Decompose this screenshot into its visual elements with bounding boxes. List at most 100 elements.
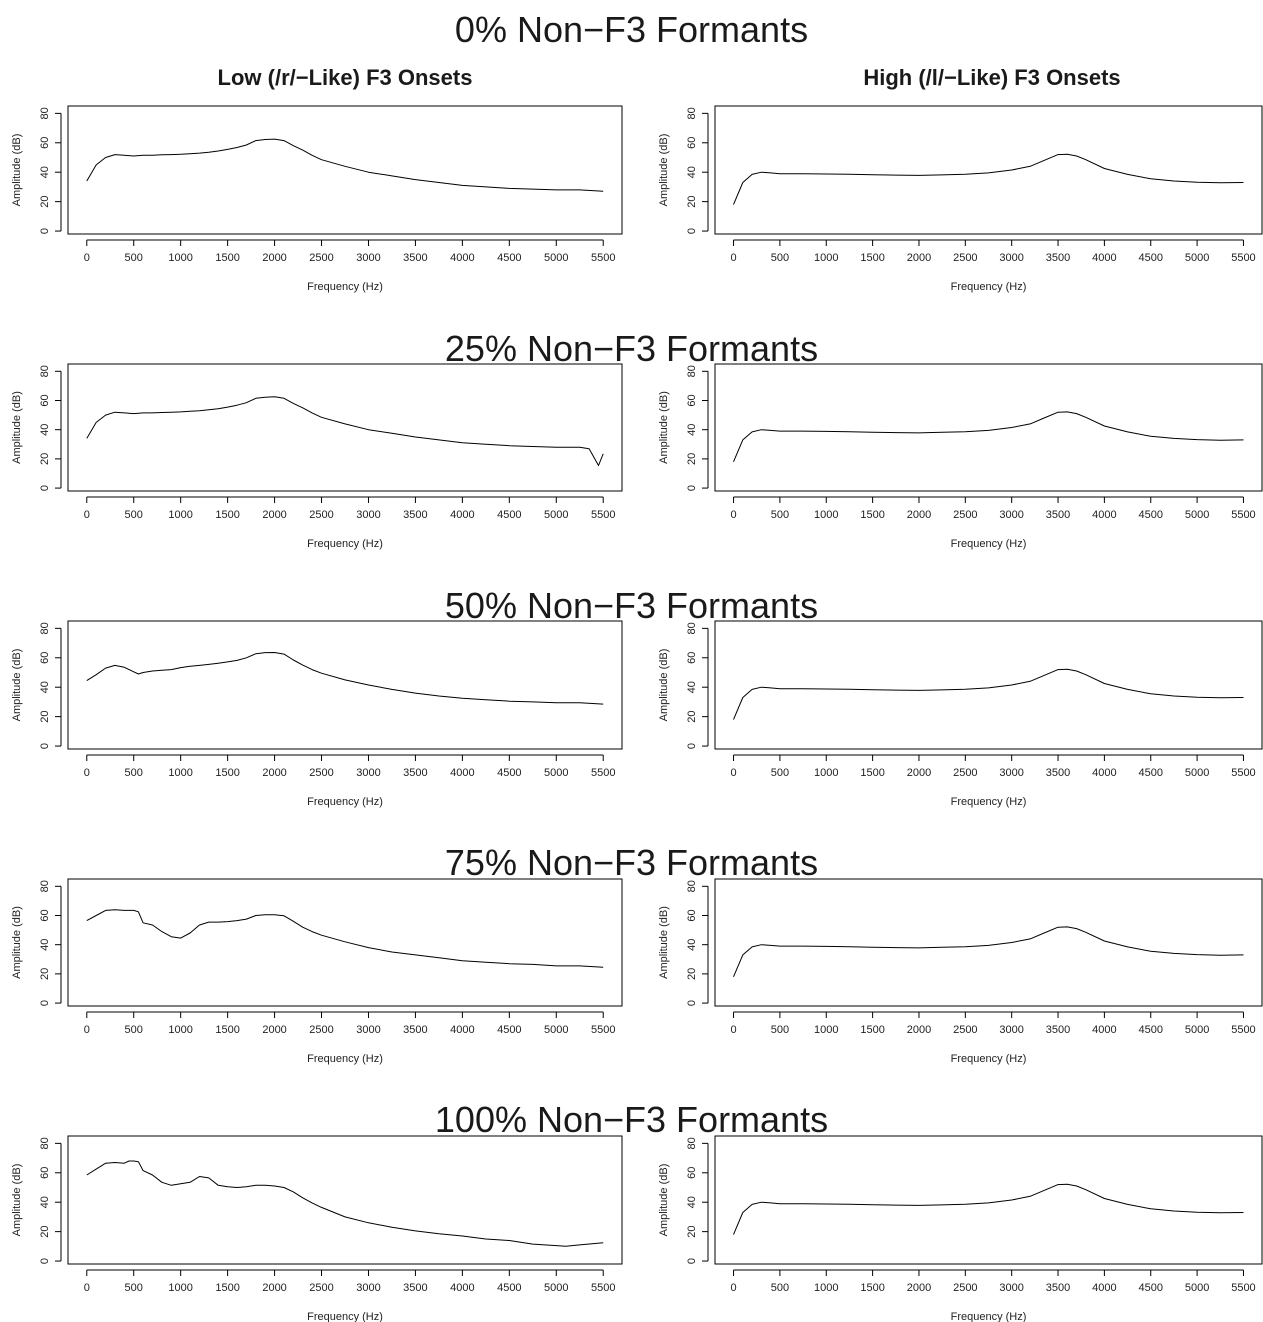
y-tick-label: 40 [686, 424, 698, 436]
row-title-100-percent: 100% Non−F3 Formants [434, 1099, 829, 1140]
y-tick-label: 20 [39, 968, 51, 980]
spectrum-line [733, 153, 1244, 205]
y-tick-label: 60 [39, 909, 51, 921]
y-axis-label: Amplitude (dB) [11, 906, 23, 979]
x-tick-label: 1000 [168, 767, 192, 779]
x-tick-label: 4000 [450, 252, 474, 264]
panel-6: 0 20 40 60 80 Amplitude (dB) 0 500 1000 1500 2000 2… [11, 878, 623, 1065]
y-tick-label: 40 [686, 1196, 698, 1208]
x-tick-label: 4500 [1139, 252, 1163, 264]
y-axis-label: Amplitude (dB) [658, 649, 670, 722]
x-tick-label: 5500 [591, 1024, 615, 1036]
plot-frame [714, 878, 1263, 1007]
panel-2: 0 20 40 60 80 Amplitude (dB) 0 500 1000 1500 2000 2… [11, 363, 623, 550]
x-tick-label: 1500 [860, 767, 884, 779]
x-tick-label: 5000 [544, 767, 568, 779]
y-axis-label: Amplitude (dB) [658, 391, 670, 464]
x-tick-label: 0 [84, 509, 90, 521]
x-tick-label: 0 [730, 767, 736, 779]
x-tick-label: 1000 [168, 252, 192, 264]
x-tick-label: 3000 [999, 767, 1023, 779]
y-tick-label: 0 [686, 485, 698, 491]
plot-frame [714, 1135, 1263, 1265]
y-tick-label: 0 [39, 1258, 51, 1264]
x-axis-label: Frequency (Hz) [951, 281, 1027, 293]
x-axis-label: Frequency (Hz) [951, 796, 1027, 808]
x-tick-label: 2500 [309, 1024, 333, 1036]
plot-frame [714, 620, 1263, 750]
x-tick-label: 3000 [999, 1282, 1023, 1294]
x-axis-label: Frequency (Hz) [951, 1053, 1027, 1065]
spectrum-line [733, 1183, 1244, 1235]
x-tick-label: 5000 [1185, 767, 1209, 779]
spectrum-line [733, 668, 1244, 720]
y-tick-label: 20 [686, 1226, 698, 1238]
x-tick-label: 5000 [544, 1024, 568, 1036]
x-tick-label: 4500 [497, 252, 521, 264]
y-tick-label: 40 [686, 681, 698, 693]
x-tick-label: 4000 [450, 1282, 474, 1294]
x-tick-label: 5000 [544, 1282, 568, 1294]
x-tick-label: 2500 [953, 509, 977, 521]
row-title-50-percent: 50% Non−F3 Formants [444, 585, 819, 626]
x-tick-label: 3500 [1046, 252, 1070, 264]
x-tick-label: 3500 [403, 767, 427, 779]
x-tick-label: 2500 [309, 509, 333, 521]
x-tick-label: 5500 [1231, 1024, 1255, 1036]
x-tick-label: 2000 [262, 252, 286, 264]
spectrum-line [86, 1160, 604, 1247]
x-tick-label: 5500 [1231, 767, 1255, 779]
y-tick-label: 40 [39, 1196, 51, 1208]
row-title-0-percent: 0% Non−F3 Formants [454, 9, 809, 50]
y-tick-label: 0 [39, 743, 51, 749]
x-tick-label: 0 [84, 767, 90, 779]
x-tick-label: 0 [84, 1024, 90, 1036]
x-tick-label: 2000 [907, 1282, 931, 1294]
x-tick-label: 1500 [860, 252, 884, 264]
x-tick-label: 3000 [356, 1282, 380, 1294]
x-tick-label: 1500 [860, 509, 884, 521]
x-tick-label: 500 [125, 767, 143, 779]
x-tick-label: 500 [771, 1024, 789, 1036]
x-tick-label: 3500 [1046, 509, 1070, 521]
x-tick-label: 5500 [591, 767, 615, 779]
plot-frame [714, 363, 1263, 492]
x-axis-label: Frequency (Hz) [951, 538, 1027, 550]
y-tick-label: 60 [686, 394, 698, 406]
x-tick-label: 2000 [262, 1282, 286, 1294]
x-tick-label: 1500 [215, 1282, 239, 1294]
x-tick-label: 3500 [1046, 767, 1070, 779]
x-tick-label: 500 [125, 509, 143, 521]
x-tick-label: 1000 [814, 1024, 838, 1036]
x-tick-label: 500 [125, 1024, 143, 1036]
spectrum-line [733, 926, 1244, 977]
y-tick-label: 40 [39, 681, 51, 693]
x-tick-label: 0 [730, 252, 736, 264]
x-tick-label: 2000 [262, 1024, 286, 1036]
x-tick-label: 5000 [1185, 1024, 1209, 1036]
y-tick-label: 20 [686, 711, 698, 723]
x-tick-label: 4000 [1092, 1282, 1116, 1294]
x-axis-label: Frequency (Hz) [307, 538, 383, 550]
column-title-high-f3: High (/l/−Like) F3 Onsets [863, 65, 1121, 90]
y-tick-label: 80 [39, 880, 51, 892]
x-tick-label: 1000 [168, 1024, 192, 1036]
x-tick-label: 3500 [1046, 1282, 1070, 1294]
x-axis-label: Frequency (Hz) [307, 1053, 383, 1065]
x-tick-label: 4000 [1092, 509, 1116, 521]
x-tick-label: 4000 [1092, 252, 1116, 264]
y-tick-label: 0 [39, 485, 51, 491]
plot-frame [67, 105, 623, 235]
x-tick-label: 1500 [215, 509, 239, 521]
x-tick-label: 500 [771, 509, 789, 521]
x-tick-label: 1500 [215, 1024, 239, 1036]
x-tick-label: 5500 [591, 1282, 615, 1294]
x-tick-label: 3500 [403, 252, 427, 264]
x-tick-label: 2500 [309, 1282, 333, 1294]
y-tick-label: 40 [686, 166, 698, 178]
y-tick-label: 80 [39, 365, 51, 377]
panel-4: 0 20 40 60 80 Amplitude (dB) 0 500 1000 1500 2000 2… [11, 620, 623, 808]
y-axis-label: Amplitude (dB) [11, 649, 23, 722]
x-tick-label: 3500 [403, 1282, 427, 1294]
y-tick-label: 80 [39, 622, 51, 634]
